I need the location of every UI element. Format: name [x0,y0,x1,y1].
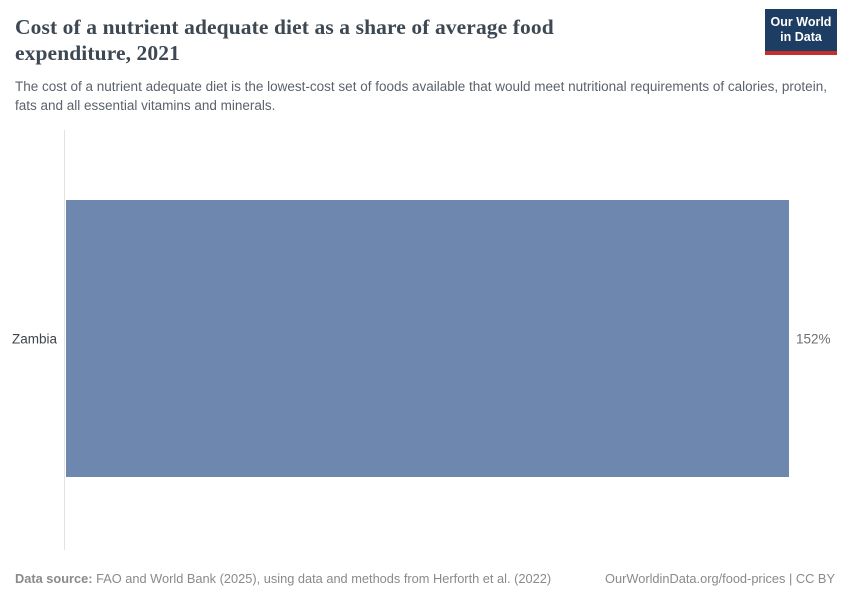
bar-zambia[interactable] [66,200,789,477]
bar-row-zambia: Zambia 152% [0,200,850,477]
entity-label: Zambia [11,331,57,346]
y-axis-line [64,130,65,550]
data-source-label: Data source: [15,571,93,586]
value-label: 152% [796,331,831,346]
data-source-text: FAO and World Bank (2025), using data an… [92,571,552,586]
bar-track [66,200,789,477]
owid-logo[interactable]: Our World in Data [765,9,837,55]
chart-title: Cost of a nutrient adequate diet as a sh… [15,15,554,66]
footer: Data source: FAO and World Bank (2025), … [15,571,835,586]
owid-logo-line1: Our World [770,15,832,29]
owid-url-license[interactable]: OurWorldinData.org/food-prices | CC BY [605,571,835,586]
owid-logo-line2: in Data [780,30,822,45]
header: Cost of a nutrient adequate diet as a sh… [15,9,837,116]
data-source-note: Data source: FAO and World Bank (2025), … [15,571,551,586]
chart-subtitle: The cost of a nutrient adequate diet is … [15,79,827,114]
